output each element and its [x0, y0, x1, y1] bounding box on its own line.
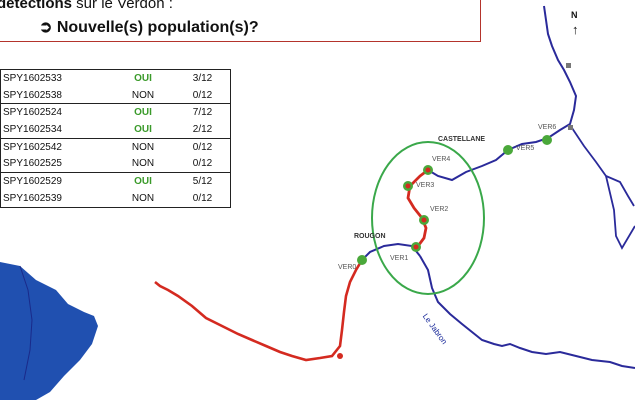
sample-id-cell: SPY1602524 — [3, 107, 62, 119]
callout-line1: détections sur le Verdon : — [0, 0, 173, 12]
results-table: SPY1602533 OUI 3/12 SPY1602538 NON 0/12 SPY160… — [0, 69, 231, 208]
detection-cell: OUI — [134, 72, 152, 84]
detection-cell: NON — [111, 155, 173, 174]
callout-question: ➲ Nouvelle(s) population(s)? — [39, 19, 259, 36]
results-row: SPY1602534 OUI 2/12 — [0, 121, 231, 139]
lake-shore — [19, 265, 33, 381]
station-ver1-label: VER1 — [390, 255, 409, 262]
positive-count-cell: 7/12 — [192, 107, 213, 119]
waypoint-castellane-east — [568, 125, 573, 130]
callout-line1-rest: sur le Verdon : — [72, 0, 173, 12]
results-row: SPY1602525 NON 0/12 — [0, 155, 231, 174]
station-ver2-dot — [421, 217, 427, 223]
zone-circle — [371, 141, 485, 295]
detection-cell: OUI — [134, 107, 152, 119]
results-row: SPY1602529 OUI 5/12 — [1, 173, 231, 190]
station-ver5-marker — [503, 145, 513, 155]
station-ver4-dot — [425, 167, 431, 173]
sample-id-cell: SPY1602542 — [3, 141, 62, 153]
results-row: SPY1602524 OUI 7/12 — [1, 104, 231, 121]
positive-count-cell: 0/12 — [192, 141, 213, 153]
detection-cell: NON — [111, 189, 173, 208]
station-ver2-label: VER2 — [430, 206, 449, 213]
results-row: SPY1602533 OUI 3/12 — [1, 70, 231, 87]
detection-cell: NON — [111, 86, 173, 105]
station-ver0-marker — [357, 255, 367, 265]
sample-id-cell: SPY1602525 — [0, 155, 111, 174]
detection-cell: OUI — [111, 121, 173, 139]
river-tributary-right — [571, 127, 635, 207]
detection-cell: OUI — [134, 175, 152, 187]
positive-count-cell: 0/12 — [173, 189, 231, 208]
station-ver0-label: VER0 — [338, 264, 357, 271]
river-positive-west — [154, 259, 364, 362]
river-lower-branch — [419, 255, 635, 369]
station-ver6-label: VER6 — [538, 124, 557, 131]
river-positive-reach — [406, 168, 429, 250]
detection-cell: NON — [131, 141, 155, 153]
north-label: N — [571, 10, 578, 20]
town-rougon: ROUGON — [354, 233, 386, 240]
north-arrow-icon: ↑ — [572, 22, 579, 37]
results-row: SPY1602539 NON 0/12 — [0, 189, 231, 208]
results-row: SPY1602542 NON 0/12 — [1, 138, 231, 155]
positive-count-cell: 2/12 — [173, 121, 231, 139]
positive-count-cell: 0/12 — [173, 155, 231, 174]
positive-count-cell: 5/12 — [192, 175, 213, 187]
station-ver5-label: VER5 — [516, 145, 535, 152]
waypoint-upper — [566, 63, 571, 68]
station-ver4-label: VER4 — [432, 156, 451, 163]
sample-id-cell: SPY1602529 — [3, 175, 62, 187]
positive-count-cell: 3/12 — [192, 72, 213, 84]
lake — [0, 262, 98, 400]
sample-id-cell: SPY1602539 — [0, 189, 111, 208]
sample-id-cell: SPY1602538 — [0, 86, 111, 105]
sample-id-cell: SPY1602534 — [0, 121, 111, 139]
station-ver6-marker — [542, 135, 552, 145]
positive-count-cell: 0/12 — [173, 86, 231, 105]
callout-bold-word: détections — [0, 0, 73, 12]
river-tributary-east — [605, 175, 635, 250]
sample-id-cell: SPY1602533 — [3, 72, 62, 84]
town-castellane: CASTELLANE — [438, 136, 486, 143]
positive-endpoint — [337, 353, 343, 359]
station-ver1-dot — [413, 244, 419, 250]
header-callout: détections sur le Verdon : ➲ Nouvelle(s)… — [0, 0, 481, 42]
station-ver3-label: VER3 — [416, 182, 435, 189]
results-row: SPY1602538 NON 0/12 — [0, 86, 231, 105]
station-ver3-dot — [405, 183, 411, 189]
